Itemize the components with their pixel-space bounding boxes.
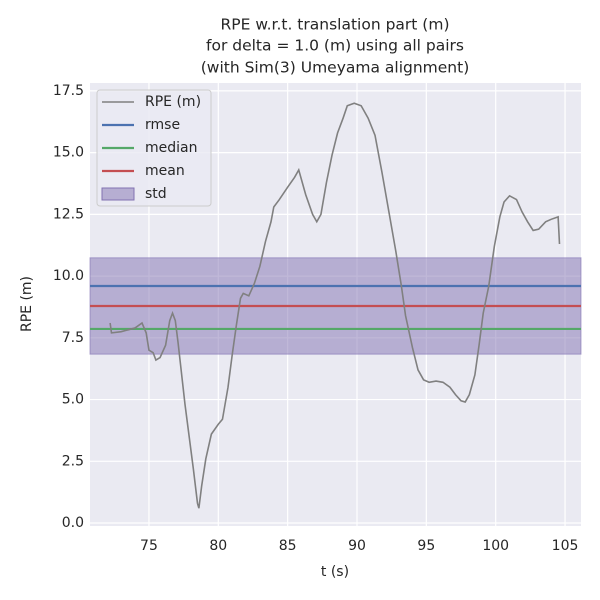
legend-label: rmse <box>145 117 180 133</box>
legend-swatch <box>101 187 135 201</box>
x-axis-label: t (s) <box>321 564 349 580</box>
title-line: (with Sim(3) Umeyama alignment) <box>201 59 470 77</box>
y-tick-label: 12.5 <box>53 206 84 222</box>
y-tick-label: 2.5 <box>62 453 84 469</box>
y-tick-label: 10.0 <box>53 268 84 284</box>
y-tick-label: 7.5 <box>62 330 84 346</box>
x-tick-label: 80 <box>209 538 227 554</box>
x-tick-label: 90 <box>348 538 366 554</box>
y-axis-label: RPE (m) <box>19 276 35 332</box>
y-tick-label: 15.0 <box>53 145 84 161</box>
y-tick-label: 0.0 <box>62 515 84 531</box>
y-tick-label: 17.5 <box>53 83 84 99</box>
rpe-line <box>109 102 561 509</box>
x-tick-label: 100 <box>482 538 509 554</box>
title-line: for delta = 1.0 (m) using all pairs <box>206 37 464 55</box>
x-tick-label: 95 <box>417 538 435 554</box>
legend-box <box>96 89 212 207</box>
legend-label: RPE (m) <box>145 94 201 110</box>
title-line: RPE w.r.t. translation part (m) <box>220 16 449 34</box>
legend-label: mean <box>145 163 185 179</box>
y-tick-label: 5.0 <box>62 392 84 408</box>
legend-label: median <box>145 140 197 156</box>
x-tick-label: 85 <box>279 538 297 554</box>
x-tick-label: 105 <box>552 538 579 554</box>
legend-label: std <box>145 186 167 202</box>
x-tick-label: 75 <box>140 538 158 554</box>
